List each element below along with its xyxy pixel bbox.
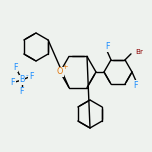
Text: F: F [134, 81, 138, 90]
Text: +: + [62, 64, 68, 70]
Text: Br: Br [135, 49, 143, 55]
Text: B: B [19, 76, 25, 85]
Text: F: F [29, 72, 33, 81]
Text: O: O [57, 67, 63, 76]
Text: F: F [105, 42, 109, 51]
Text: F: F [11, 78, 15, 87]
Text: F: F [13, 62, 18, 71]
Text: -: - [26, 72, 28, 78]
Text: F: F [20, 87, 24, 96]
